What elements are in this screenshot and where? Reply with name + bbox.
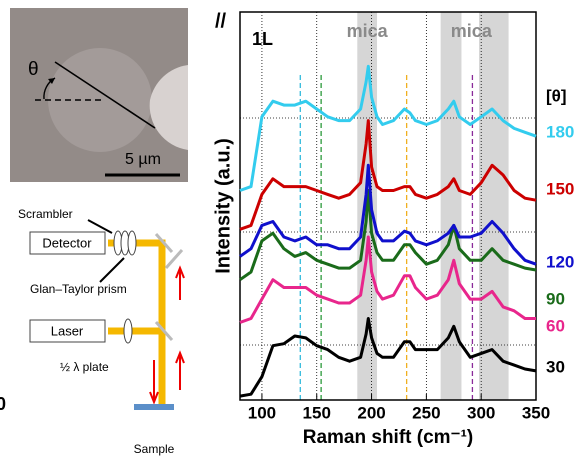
series-label: 150 — [546, 179, 574, 198]
band-label: mica — [347, 21, 389, 41]
sample-label: 1L — [252, 29, 273, 49]
series-label: 180 — [546, 122, 574, 141]
scrambler-label: Scrambler — [18, 207, 73, 221]
mirror — [154, 233, 174, 253]
corner-mark: // — [215, 10, 227, 32]
spectrum — [239, 189, 537, 281]
x-tick-label: 200 — [357, 403, 385, 422]
x-tick-label: 300 — [467, 403, 495, 422]
flake-bright — [149, 65, 188, 150]
series-label: 60 — [546, 316, 565, 335]
mica-band — [478, 12, 509, 400]
arrow — [149, 360, 159, 405]
detector-label: Detector — [42, 235, 92, 250]
plate-lens — [123, 318, 133, 344]
x-axis-title: Raman shift (cm⁻¹) — [303, 427, 474, 448]
x-tick-label: 250 — [412, 403, 440, 422]
x-tick-label: 350 — [522, 403, 550, 422]
laser-box — [29, 319, 106, 343]
scale-label: 5 µm — [125, 151, 161, 168]
pointer — [87, 219, 113, 234]
band-label: mica — [451, 21, 493, 41]
series-label: 120 — [546, 252, 574, 271]
angle-arrow — [48, 78, 55, 84]
arrow — [175, 265, 185, 300]
splitter — [164, 249, 184, 269]
sample-label: Sample — [134, 442, 175, 456]
micrograph: θ 5 µm — [10, 8, 188, 182]
mirror — [154, 321, 174, 341]
raman-chart: 100 150 200 250 300 350 30 60 90 120 150 180 [θ] mica… — [212, 10, 574, 448]
setup-diagram: Detector Laser Scrambler Glan–Taylor pri… — [0, 207, 185, 456]
angle-label: θ — [28, 59, 39, 80]
polarization-line — [54, 61, 156, 129]
x-tick-label: 100 — [248, 403, 276, 422]
y-axis-title: Intensity (a.u.) — [212, 138, 234, 274]
prism-lens — [127, 230, 137, 256]
legend-title: [θ] — [546, 86, 567, 105]
prism-label: Glan–Taylor prism — [30, 282, 127, 296]
series-label: 30 — [546, 357, 565, 376]
detector-box — [29, 231, 106, 255]
spectrum — [239, 163, 537, 266]
spectrum — [239, 317, 537, 398]
spectrum — [239, 64, 537, 192]
laser-label: Laser — [51, 323, 84, 338]
pointer — [99, 257, 125, 283]
x-tick-label: 150 — [303, 403, 331, 422]
plot-frame — [239, 11, 537, 401]
plate-label: ½ λ plate — [60, 360, 109, 374]
sample-stage — [134, 404, 174, 410]
arrow — [175, 350, 185, 390]
edge-text: 0 — [0, 394, 6, 414]
spectrum — [239, 119, 537, 231]
series-label: 90 — [546, 289, 565, 308]
spectrum — [239, 235, 536, 324]
